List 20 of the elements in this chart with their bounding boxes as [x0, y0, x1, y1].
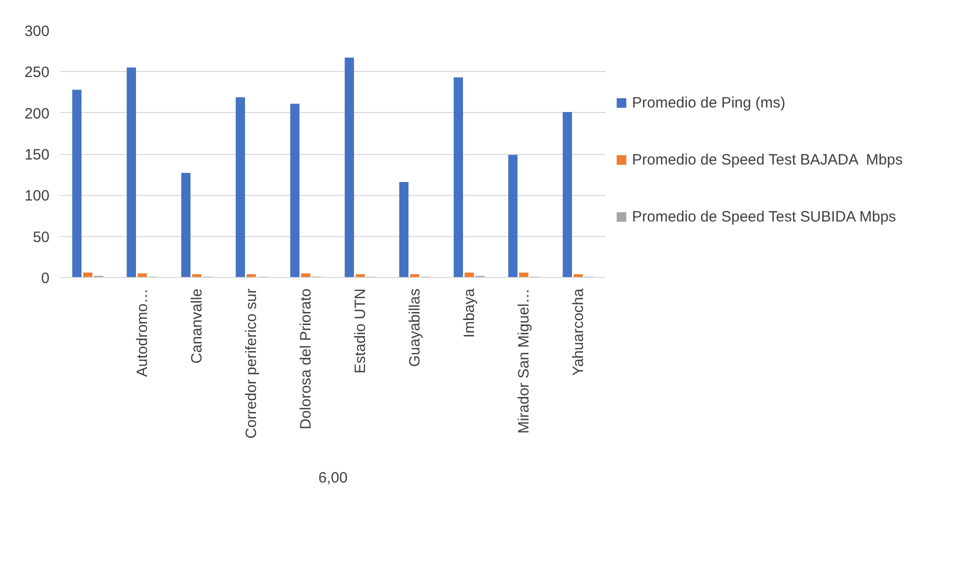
y-tick-label: 150 — [24, 146, 50, 164]
x-axis-title: 6,00 — [318, 470, 348, 487]
y-tick-label: 50 — [32, 228, 50, 246]
legend-label: Promedio de Speed Test SUBIDA Mbps — [632, 208, 896, 225]
y-tick-label: 300 — [24, 23, 50, 40]
y-tick-label: 250 — [24, 64, 50, 82]
y-tick-label: 200 — [24, 105, 50, 122]
x-tick-label: Dolorosa del Priorato — [297, 288, 314, 430]
x-tick-label: Mirador San Miguel… — [515, 288, 532, 434]
y-tick-label: 0 — [41, 270, 50, 287]
x-tick-label: Autodromo… — [134, 288, 151, 377]
x-tick-label: Corredor periferico sur — [242, 288, 260, 439]
x-tick-label: Guayabillas — [406, 288, 424, 367]
y-tick-label: 100 — [24, 188, 50, 205]
legend-label: Promedio de Ping (ms) — [632, 94, 786, 111]
x-tick-label: Cananvalle — [188, 288, 206, 364]
legend-label: Promedio de Speed Test BAJADA Mbps — [632, 151, 903, 168]
x-tick-label: Yahuarcocha — [570, 288, 587, 376]
x-tick-label: Imbaya — [460, 288, 478, 338]
x-tick-label: Estadio UTN — [352, 288, 369, 374]
